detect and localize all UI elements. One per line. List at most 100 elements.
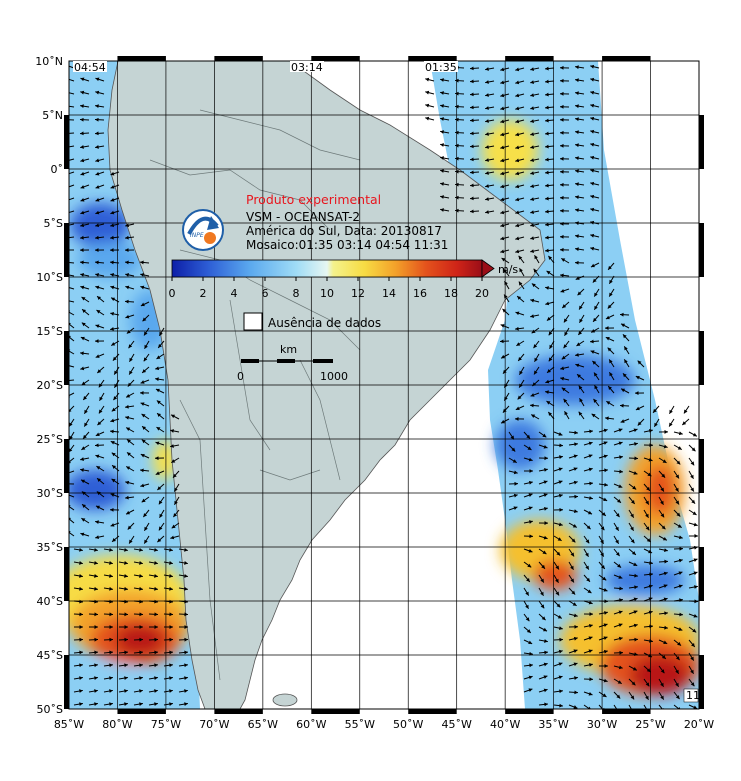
wind-arrow <box>613 441 623 446</box>
wind-arrow <box>133 676 143 680</box>
wind-arrow <box>124 260 135 265</box>
wind-arrow <box>578 301 585 310</box>
wind-arrow <box>681 418 690 426</box>
wind-arrow <box>515 80 525 85</box>
wind-arrow <box>658 509 665 518</box>
wind-arrow <box>575 363 585 368</box>
wind-arrow <box>605 416 615 421</box>
wind-arrow <box>69 444 75 453</box>
wind-arrow <box>80 197 90 202</box>
wind-arrow <box>523 626 532 634</box>
longitude-label: 55˚W <box>345 718 375 731</box>
wind-arrow <box>518 255 525 264</box>
wind-arrow <box>163 547 173 552</box>
wind-arrow <box>148 574 158 578</box>
wind-arrow <box>538 493 548 498</box>
wind-arrow <box>673 584 683 589</box>
wind-arrow <box>608 372 615 381</box>
wind-arrow <box>561 387 570 394</box>
wind-arrow <box>103 650 114 655</box>
wind-arrow <box>563 314 570 323</box>
wind-arrow <box>553 535 562 542</box>
wind-arrow <box>80 273 90 277</box>
wind-arrow <box>69 105 75 108</box>
wind-arrow <box>73 650 84 655</box>
wind-arrow <box>440 195 450 199</box>
wind-arrow <box>544 118 555 123</box>
wind-arrow <box>469 196 480 201</box>
wind-arrow <box>88 663 98 668</box>
wind-arrow <box>559 208 570 213</box>
wind-arrow <box>538 548 547 555</box>
wind-arrow <box>559 130 570 135</box>
wind-arrow <box>593 288 600 297</box>
scale-bar: km 0 1000 <box>237 343 348 383</box>
wind-arrow <box>544 235 555 240</box>
wind-arrow <box>425 116 435 121</box>
wind-arrow <box>553 467 563 472</box>
longitude-labels: 85˚W 80˚W 75˚W 70˚W 65˚W 60˚W 55˚W 50˚W 45˚W 40˚W… <box>54 718 714 731</box>
wind-arrow <box>538 600 545 609</box>
wind-arrow <box>485 145 495 149</box>
longitude-label: 25˚W <box>635 718 665 731</box>
frame-bar <box>408 709 457 714</box>
wind-arrow <box>673 558 683 563</box>
colorbar-tick-label: 6 <box>262 287 269 300</box>
wind-arrow <box>159 509 165 519</box>
wind-arrow <box>178 625 189 629</box>
wind-arrow <box>500 249 510 254</box>
wind-arrow <box>133 586 143 591</box>
wind-arrow <box>530 93 540 97</box>
wind-arrow <box>133 612 144 617</box>
wind-arrow <box>538 468 548 472</box>
wind-arrow <box>530 80 540 84</box>
wind-arrow <box>559 91 570 96</box>
wind-arrow <box>568 574 575 583</box>
wind-arrow <box>544 157 555 162</box>
wind-arrow <box>673 444 683 451</box>
wind-arrow <box>628 585 638 590</box>
frame-bar <box>602 56 651 61</box>
wind-arrow <box>69 483 75 485</box>
wind-arrow <box>469 157 480 162</box>
wind-arrow <box>523 493 533 498</box>
frame-bar <box>699 547 704 601</box>
wind-arrow <box>124 299 135 304</box>
wind-arrow <box>530 132 540 136</box>
wind-arrow <box>658 496 664 506</box>
wind-arrow <box>688 534 699 538</box>
wind-arrow <box>568 535 576 543</box>
wind-arrow <box>514 416 525 421</box>
wind-arrow <box>80 90 90 95</box>
wind-arrow <box>118 702 128 706</box>
wind-arrow <box>125 404 135 409</box>
wind-arrow <box>133 561 143 565</box>
wind-arrow <box>583 441 593 446</box>
wind-arrow <box>545 390 555 395</box>
wind-arrow <box>518 281 525 290</box>
wind-arrow <box>148 650 159 655</box>
wind-arrow <box>113 366 120 375</box>
wind-arrow <box>643 522 650 531</box>
wind-arrow <box>643 665 651 673</box>
wind-arrow <box>594 384 600 394</box>
wind-arrow <box>515 311 525 316</box>
wind-arrow <box>500 132 510 137</box>
wind-arrow <box>544 222 555 227</box>
pass-time-labels: 04:54 03:14 01:35 11 <box>73 61 700 703</box>
wind-arrow <box>538 613 546 621</box>
frame-bar <box>117 56 166 61</box>
wind-arrow <box>127 522 135 530</box>
wind-arrow <box>96 465 105 472</box>
wind-arrow <box>643 535 651 543</box>
wind-arrow <box>613 548 620 557</box>
wind-arrow <box>425 77 435 82</box>
wind-arrow <box>538 688 548 693</box>
wind-arrow <box>143 327 150 336</box>
wind-arrow <box>69 249 75 251</box>
colorbar-tick-label: 10 <box>320 287 334 300</box>
wind-arrow <box>69 517 75 524</box>
wind-arrow <box>673 496 680 505</box>
wind-arrow <box>673 652 680 661</box>
scale-start: 0 <box>237 370 244 383</box>
